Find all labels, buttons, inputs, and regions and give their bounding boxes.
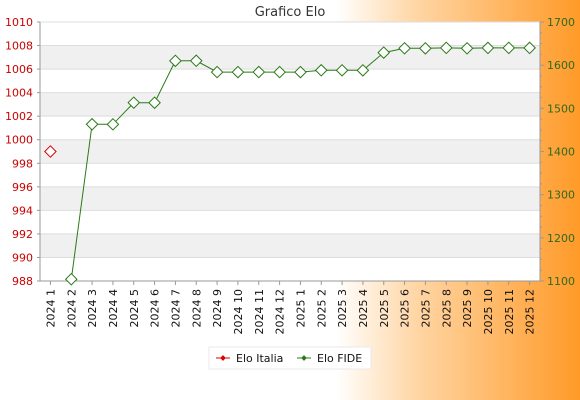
data-point bbox=[106, 117, 120, 131]
legend-swatch-marker bbox=[301, 355, 307, 361]
data-point bbox=[252, 65, 266, 79]
y-tick-label-right: 1400 bbox=[547, 146, 575, 159]
grid-band bbox=[40, 186, 540, 211]
data-point bbox=[523, 41, 536, 55]
y-tick-label-left: 1008 bbox=[5, 40, 33, 53]
data-point bbox=[398, 41, 411, 55]
x-tick-label: 2025 3 bbox=[336, 289, 349, 328]
x-tick-label: 2024 12 bbox=[274, 289, 287, 335]
x-tick-label: 2024 8 bbox=[190, 289, 203, 328]
x-tick-label: 2025 10 bbox=[482, 289, 495, 335]
data-point bbox=[189, 54, 203, 68]
data-point bbox=[439, 41, 453, 55]
x-tick-label: 2024 2 bbox=[65, 289, 78, 328]
data-point bbox=[335, 63, 349, 77]
x-tick-label: 2024 4 bbox=[107, 289, 120, 328]
legend-box bbox=[208, 346, 372, 370]
data-point bbox=[377, 46, 391, 59]
x-tick-label: 2024 3 bbox=[86, 289, 99, 328]
y-tick-label-left: 994 bbox=[12, 204, 33, 217]
y-tick-label-right: 1200 bbox=[547, 232, 575, 245]
x-tick-label: 2024 10 bbox=[232, 289, 245, 335]
x-tick-label: 2025 12 bbox=[524, 289, 537, 335]
y-tick-label-left: 992 bbox=[12, 228, 33, 241]
legend-label: Elo FIDE bbox=[317, 352, 362, 365]
x-tick-label: 2025 7 bbox=[419, 289, 432, 328]
y-tick-label-left: 998 bbox=[12, 157, 33, 170]
x-tick-label: 2025 8 bbox=[440, 289, 453, 328]
x-tick-label: 2025 6 bbox=[399, 289, 412, 328]
grid-band bbox=[40, 233, 540, 258]
y-tick-label-right: 1500 bbox=[547, 102, 575, 115]
y-tick-label-right: 1300 bbox=[547, 189, 575, 202]
data-point bbox=[314, 63, 328, 77]
y-tick-label-left: 1006 bbox=[5, 63, 33, 76]
x-tick-label: 2024 9 bbox=[211, 289, 224, 328]
data-point bbox=[481, 41, 495, 55]
data-point bbox=[502, 41, 516, 55]
y-tick-label-left: 1010 bbox=[5, 16, 33, 29]
data-point bbox=[273, 65, 286, 79]
y-tick-label-left: 1002 bbox=[5, 110, 33, 123]
grid-band bbox=[40, 45, 540, 70]
y-tick-label-left: 990 bbox=[12, 251, 33, 264]
y-tick-label-right: 1100 bbox=[547, 275, 575, 288]
data-point bbox=[148, 96, 161, 110]
y-tick-label-left: 996 bbox=[12, 181, 33, 194]
y-tick-label-left: 1004 bbox=[5, 87, 33, 100]
chart-title: Grafico Elo bbox=[255, 5, 326, 20]
legend-swatch-marker bbox=[220, 355, 226, 361]
x-tick-label: 2024 5 bbox=[128, 289, 141, 328]
data-point bbox=[85, 117, 99, 131]
y-tick-label-left: 1000 bbox=[5, 134, 33, 147]
x-tick-label: 2025 5 bbox=[378, 289, 391, 328]
x-tick-label: 2024 7 bbox=[169, 289, 182, 328]
legend-label: Elo Italia bbox=[236, 352, 283, 365]
chart-legend: Elo Italia Elo FIDE bbox=[208, 346, 372, 370]
x-tick-label: 2024 6 bbox=[149, 289, 162, 328]
y-tick-label-right: 1700 bbox=[547, 16, 575, 29]
data-point bbox=[294, 65, 307, 79]
x-tick-label: 2024 1 bbox=[44, 289, 57, 328]
y-tick-label-right: 1600 bbox=[547, 59, 575, 72]
data-point bbox=[64, 272, 78, 286]
x-tick-label: 2024 11 bbox=[253, 289, 266, 335]
grid-band bbox=[40, 139, 540, 164]
data-point bbox=[210, 65, 224, 79]
x-tick-label: 2025 4 bbox=[357, 289, 370, 328]
grid-band bbox=[40, 92, 540, 117]
data-point bbox=[169, 54, 182, 68]
data-point bbox=[419, 41, 432, 55]
data-point bbox=[127, 96, 141, 110]
data-point bbox=[44, 145, 57, 158]
x-tick-label: 2025 2 bbox=[315, 289, 328, 328]
x-tick-label: 2025 9 bbox=[461, 289, 474, 328]
data-point bbox=[356, 63, 370, 77]
y-tick-label-left: 988 bbox=[12, 275, 33, 288]
data-point bbox=[460, 41, 474, 55]
x-tick-label: 2025 11 bbox=[503, 289, 516, 335]
data-point bbox=[231, 65, 245, 79]
x-tick-label: 2025 1 bbox=[294, 289, 307, 328]
